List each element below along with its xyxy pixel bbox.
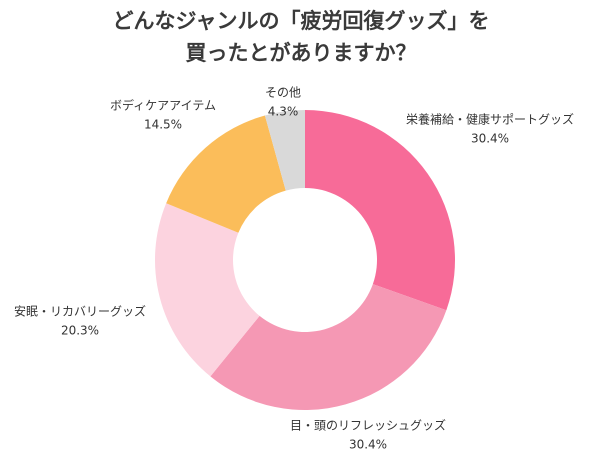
slice-label: 安眠・リカバリーグッズ bbox=[14, 304, 146, 319]
slice-label: 栄養補給・健康サポートグッズ bbox=[406, 112, 574, 127]
donut-slice bbox=[305, 110, 456, 311]
donut-slice bbox=[264, 110, 305, 191]
slice-label: その他 bbox=[265, 86, 301, 100]
donut-slice bbox=[155, 203, 260, 377]
chart-title: 買ったとがありますか？ bbox=[186, 41, 417, 65]
slice-value: 4.3% bbox=[268, 105, 299, 119]
slice-value: 30.4% bbox=[471, 132, 509, 146]
slice-label: ボディケアアイテム bbox=[110, 98, 216, 113]
slice-label: 目・頭のリフレッシュグッズ bbox=[290, 418, 446, 433]
slice-value: 30.4% bbox=[349, 438, 387, 451]
donut-slice bbox=[210, 284, 447, 410]
slice-value: 14.5% bbox=[144, 118, 182, 132]
slice-value: 20.3% bbox=[61, 324, 99, 338]
chart-title: どんなジャンルの「疲労回復グッズ」を bbox=[113, 9, 490, 33]
donut-slice bbox=[166, 115, 286, 233]
